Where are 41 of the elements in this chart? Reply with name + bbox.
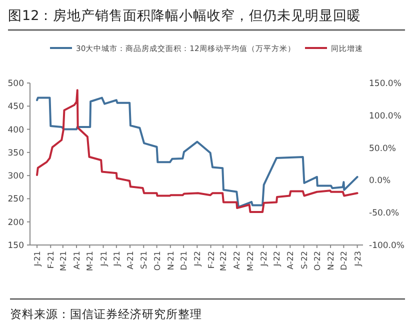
y2-tick-label: 100.0% [369, 111, 402, 122]
x-tick-label: M-22 [219, 251, 228, 271]
x-tick-label: M-21 [86, 251, 95, 271]
y2-tick-label: -100.0% [369, 241, 404, 251]
x-tick-label: A-21 [72, 251, 82, 270]
text: 资料来源：国信证券经济研究所整理 [10, 307, 202, 321]
x-tick-label: D-22 [340, 251, 349, 270]
y-tick-label: 450 [8, 102, 24, 112]
x-tick-label: J-21 [112, 251, 122, 268]
x-tick-label: N-21 [166, 251, 176, 270]
x-tick-label: O-21 [152, 251, 162, 271]
y2-tick-label: 50.0% [369, 144, 396, 154]
x-tick-label: F-22 [206, 251, 216, 269]
x-tick-label: D-21 [180, 251, 189, 270]
x-tick-label: J-21 [99, 251, 108, 268]
y-tick-label: 300 [8, 172, 24, 182]
x-tick-label: F-21 [46, 251, 56, 269]
x-tick-label: A-22 [286, 251, 296, 270]
x-tick-label: J-23 [353, 251, 362, 268]
x-tick-label: A-22 [232, 251, 242, 270]
x-tick-label: J-22 [272, 251, 282, 268]
y-tick-label: 250 [8, 194, 24, 205]
y-tick-label: 350 [8, 148, 24, 158]
x-tick-label: M-21 [58, 251, 68, 271]
y2-tick-label: 0.0% [369, 176, 391, 186]
y-tick-label: 150 [8, 241, 24, 251]
y-tick-label: 500 [8, 79, 24, 89]
x-tick-label: O-22 [312, 251, 322, 271]
x-tick-label: S-22 [300, 251, 309, 270]
x-tick-label: A-21 [126, 251, 136, 270]
y2-tick-label: 150.0% [369, 79, 402, 89]
y2-tick-label: -50.0% [369, 208, 400, 219]
y-tick-label: 400 [8, 125, 24, 136]
chart-title: 图12：房地产销售面积降幅小幅收窄，但仍未见明显回暖 [8, 8, 362, 24]
x-tick-label: S-21 [140, 251, 149, 270]
x-tick-label: J-21 [33, 251, 42, 268]
x-tick-label: N-22 [326, 251, 336, 270]
x-tick-label: J-22 [193, 251, 202, 268]
x-tick-label: M-22 [246, 251, 255, 271]
y-tick-label: 200 [8, 218, 24, 228]
x-tick-label: J-22 [259, 251, 268, 268]
